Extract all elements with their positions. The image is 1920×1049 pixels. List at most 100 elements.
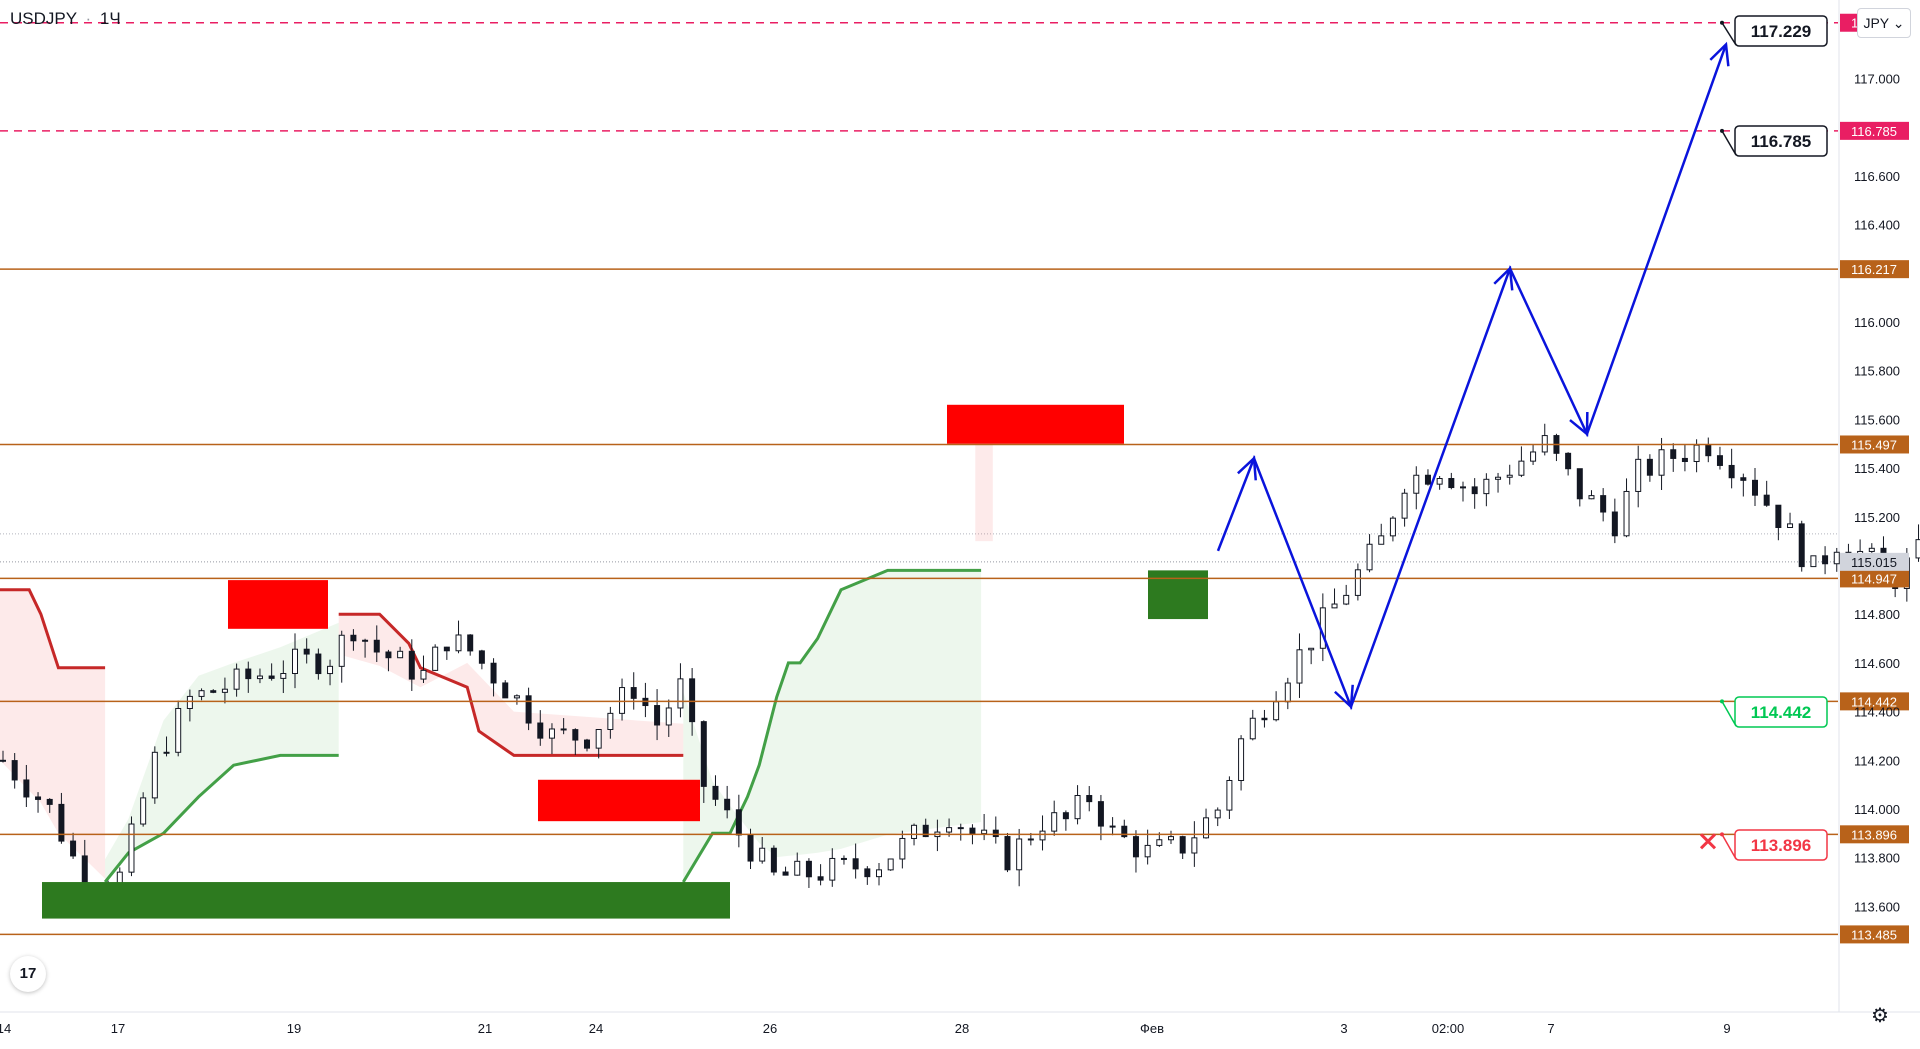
candle-body xyxy=(1436,478,1443,485)
candle-body xyxy=(548,728,555,739)
x-tick-label: Фев xyxy=(1140,1021,1164,1036)
current-price-label: 115.015 xyxy=(1851,555,1897,570)
candle xyxy=(1401,488,1408,527)
forecast-arrowhead xyxy=(1334,684,1354,710)
candle xyxy=(759,837,766,864)
candle xyxy=(1249,709,1256,741)
candle-body xyxy=(35,796,42,800)
callout-pointer xyxy=(1721,833,1737,860)
candle-body xyxy=(1611,511,1618,537)
candle-body xyxy=(1144,844,1151,858)
candle xyxy=(443,646,450,660)
candle xyxy=(1822,546,1829,575)
price-axis-label-bg xyxy=(1840,925,1909,944)
callout-anchor-dot xyxy=(1720,832,1724,837)
candle xyxy=(1495,472,1502,493)
candle xyxy=(1132,830,1139,873)
candle xyxy=(140,792,147,827)
candle xyxy=(525,687,532,731)
callout-anchor-dot xyxy=(1720,128,1724,133)
candle xyxy=(1600,488,1607,522)
candle xyxy=(1424,469,1431,486)
candle-body xyxy=(362,639,369,642)
candle-body xyxy=(654,705,661,726)
y-tick-label: 115.400 xyxy=(1854,461,1900,476)
candle-body xyxy=(747,834,754,862)
candle-body xyxy=(794,860,801,876)
candle-body xyxy=(350,634,357,642)
candle xyxy=(1238,735,1245,791)
candle xyxy=(338,630,345,683)
price-axis-label-bg xyxy=(1840,260,1909,279)
candle xyxy=(420,655,427,684)
candle-body xyxy=(1588,495,1595,500)
forecast-arrowhead xyxy=(1237,455,1257,481)
candle-body xyxy=(1600,495,1607,513)
candle-body xyxy=(175,707,182,753)
candle-body xyxy=(397,650,404,659)
candle xyxy=(1705,437,1712,463)
candle xyxy=(817,864,824,886)
candle xyxy=(595,728,602,759)
price-axis-label: 113.896 xyxy=(1851,827,1897,842)
candle-body xyxy=(1635,458,1642,492)
currency-button[interactable]: JPY ⌄ xyxy=(1857,8,1911,38)
candle-body xyxy=(981,829,988,835)
candle-body xyxy=(502,682,509,699)
candle-body xyxy=(572,729,579,741)
price-axis-label: 114.442 xyxy=(1851,694,1897,709)
candle-body xyxy=(584,739,590,749)
candle-body xyxy=(595,729,602,749)
candle-body xyxy=(1343,594,1350,605)
candle xyxy=(233,663,240,697)
downtrend-fill xyxy=(0,589,106,879)
candle-body xyxy=(1074,795,1081,820)
tradingview-logo[interactable]: 17 xyxy=(10,956,46,992)
symbol-title[interactable]: USDJPY · 1Ч xyxy=(10,9,121,29)
candle xyxy=(1121,819,1128,839)
candle xyxy=(1681,444,1688,472)
gear-icon[interactable]: ⚙ xyxy=(1871,1005,1889,1027)
candle-body xyxy=(128,823,135,873)
candle xyxy=(1074,785,1081,825)
y-tick-label: 114.000 xyxy=(1854,802,1900,817)
candle xyxy=(1389,516,1396,542)
x-tick-label: 02:00 xyxy=(1432,1021,1465,1036)
candle-body xyxy=(163,751,170,754)
candle-body xyxy=(1039,830,1046,841)
candle xyxy=(770,845,777,876)
callout-box xyxy=(1734,696,1828,728)
candle-body xyxy=(1284,682,1291,703)
candle xyxy=(572,728,579,756)
candle-body xyxy=(1051,812,1058,832)
candle xyxy=(887,858,894,871)
candle-body xyxy=(1810,555,1817,568)
candle xyxy=(1413,466,1420,510)
candle xyxy=(1284,677,1291,710)
candle xyxy=(1226,776,1233,819)
candle-body xyxy=(408,650,415,680)
y-tick-label: 116.600 xyxy=(1854,169,1900,184)
candle xyxy=(992,816,999,844)
candle-body xyxy=(432,646,439,671)
uptrend-fill xyxy=(105,622,339,882)
candle-body xyxy=(70,840,77,857)
candle-body xyxy=(1168,836,1174,841)
candle xyxy=(899,830,906,869)
candle xyxy=(280,660,287,694)
candle-body xyxy=(619,687,626,714)
candle-body xyxy=(303,648,310,655)
candle-body xyxy=(1775,504,1782,529)
candle xyxy=(455,620,462,654)
candle-body xyxy=(1179,836,1186,854)
candle xyxy=(1553,433,1560,462)
candle-body xyxy=(1097,801,1104,827)
candle xyxy=(607,706,614,739)
candle xyxy=(1296,633,1303,698)
candle xyxy=(560,718,567,735)
candle xyxy=(1308,647,1315,665)
candle xyxy=(724,785,731,819)
candle xyxy=(0,750,6,763)
